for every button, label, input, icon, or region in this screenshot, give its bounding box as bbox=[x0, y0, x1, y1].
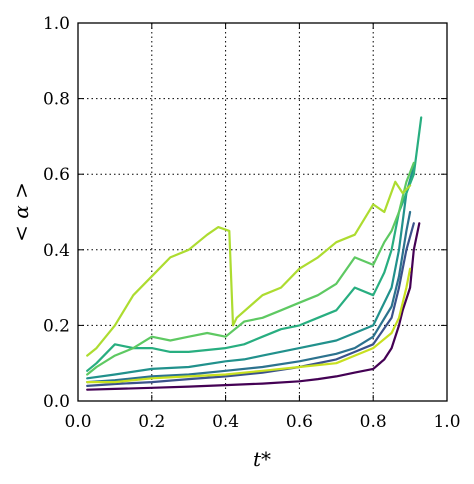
y-tick-label: 0.0 bbox=[43, 392, 70, 412]
x-tick-label: 1.0 bbox=[433, 412, 460, 432]
x-axis-label: t* bbox=[253, 447, 271, 471]
series-lines bbox=[86, 116, 423, 391]
y-tick-label: 0.2 bbox=[43, 316, 70, 336]
series-line-2 bbox=[86, 222, 415, 387]
x-tick-label: 0.6 bbox=[286, 412, 313, 432]
y-tick-label: 1.0 bbox=[43, 14, 70, 34]
series-line-5 bbox=[86, 116, 423, 372]
ticks: 0.0 0.2 0.4 0.6 0.8 1.0 0.0 0.2 0.4 0.6 0.8 1.0 bbox=[43, 14, 461, 432]
x-tick-label: 0.4 bbox=[212, 412, 239, 432]
y-tick-label: 0.6 bbox=[43, 165, 70, 185]
series-line-1 bbox=[86, 222, 421, 391]
series-line-7 bbox=[86, 180, 412, 357]
plot-background bbox=[78, 23, 447, 401]
series-line-4 bbox=[86, 165, 415, 380]
series-line-3 bbox=[86, 210, 412, 384]
x-tick-label: 0.0 bbox=[64, 412, 91, 432]
x-tick-label: 0.2 bbox=[138, 412, 165, 432]
y-tick-label: 0.8 bbox=[43, 90, 70, 110]
x-tick-label: 0.8 bbox=[360, 412, 387, 432]
series-line-6 bbox=[86, 161, 415, 376]
y-axis-label: < α > bbox=[9, 182, 33, 242]
plot-frame bbox=[77, 22, 448, 402]
series-line-8 bbox=[86, 267, 412, 384]
y-tick-label: 0.4 bbox=[43, 241, 70, 261]
